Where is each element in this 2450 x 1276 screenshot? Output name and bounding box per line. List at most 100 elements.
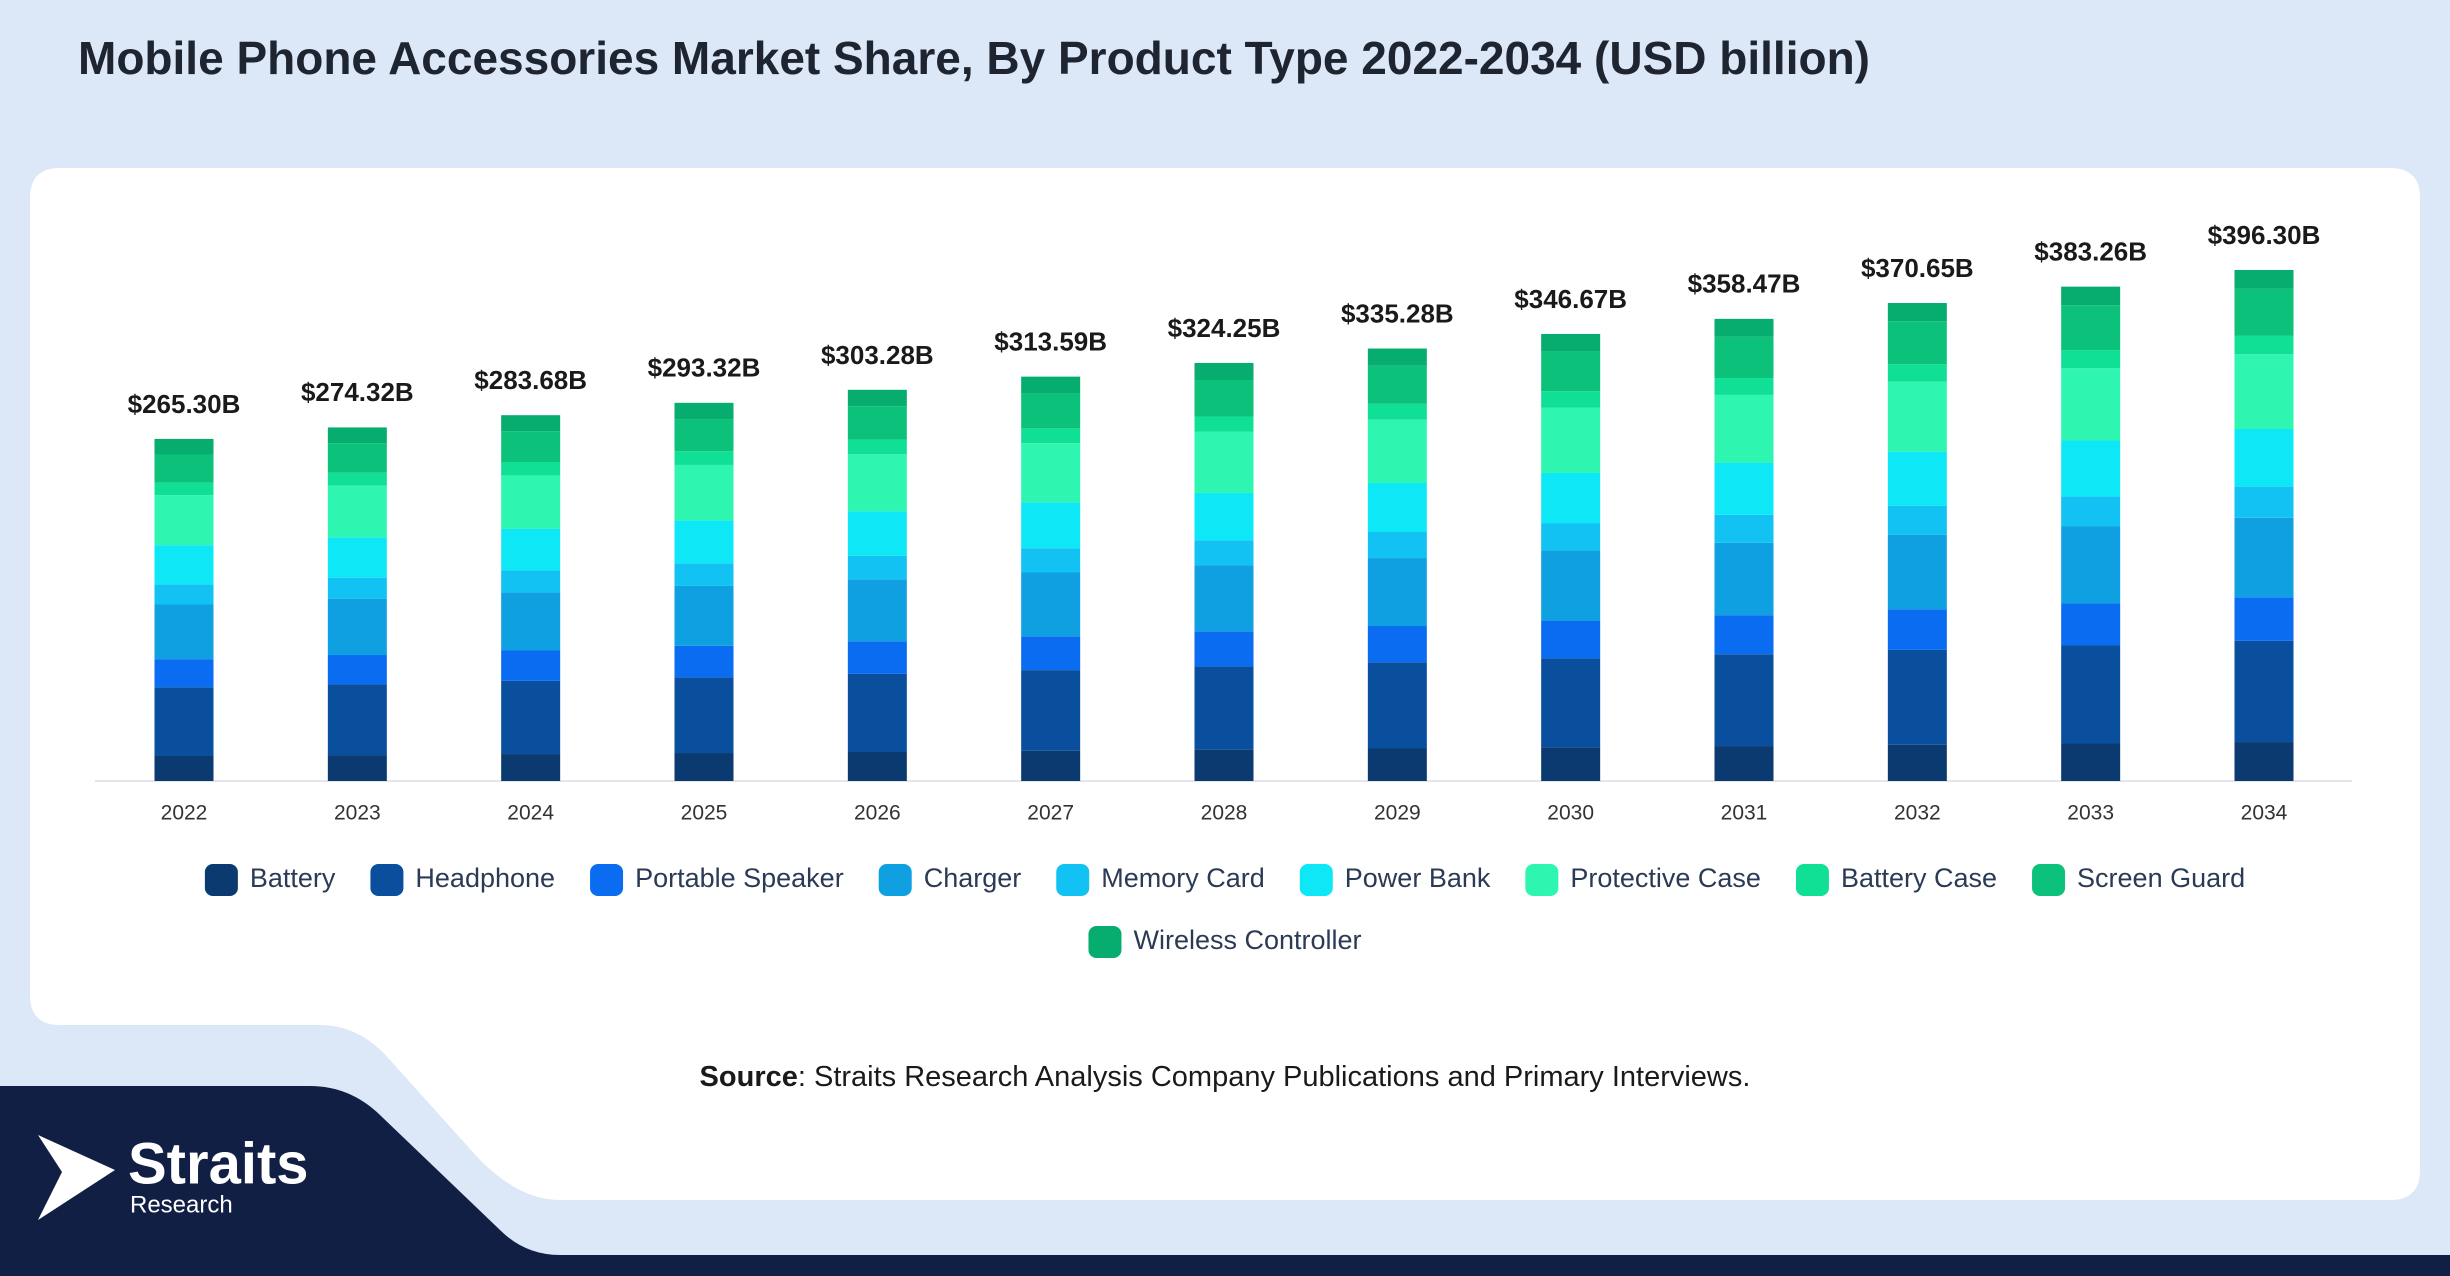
- bar-segment: [1367, 348, 1427, 366]
- bar-segment: [154, 687, 214, 756]
- total-label: $358.47B: [1688, 269, 1801, 299]
- bar-segment: [501, 754, 561, 781]
- bar-segment: [674, 677, 734, 754]
- bar-segment: [1021, 502, 1081, 549]
- bar-segment: [1367, 419, 1427, 484]
- legend-label: Power Bank: [1345, 863, 1491, 893]
- bar-segment: [1021, 548, 1081, 573]
- bar-segment: [847, 454, 907, 512]
- bar-segment: [154, 545, 214, 585]
- bar-segment: [501, 461, 561, 476]
- bar-segment: [1367, 558, 1427, 627]
- bar-segment: [501, 592, 561, 651]
- bar-segment: [1367, 748, 1427, 781]
- bar-segment: [327, 537, 387, 578]
- source-text: : Straits Research Analysis Company Publ…: [798, 1061, 1751, 1093]
- bar-segment: [2061, 645, 2121, 744]
- total-label: $313.59B: [994, 327, 1107, 357]
- bar-segment: [1367, 483, 1427, 533]
- bar-segment: [674, 464, 734, 521]
- bar-segment: [674, 520, 734, 564]
- bar-segment: [1887, 609, 1947, 650]
- bar-segment: [1541, 391, 1601, 408]
- bar-segment: [1887, 505, 1947, 535]
- bar-segment: [2234, 270, 2294, 289]
- bar-segment: [2234, 597, 2294, 641]
- bar-segment: [327, 598, 387, 656]
- bar-segment: [501, 475, 561, 529]
- bar-segment: [1541, 407, 1601, 473]
- bar-segment: [2234, 640, 2294, 743]
- bar-segment: [1714, 615, 1774, 655]
- bar-segment: [327, 443, 387, 473]
- legend-row: Wireless Controller: [1088, 925, 1362, 958]
- bar-segment: [1021, 636, 1081, 671]
- footer-band: [0, 1086, 2450, 1276]
- x-tick-label: 2030: [1547, 802, 1594, 825]
- x-tick-label: 2028: [1201, 802, 1248, 825]
- total-label: $396.30B: [2208, 220, 2321, 250]
- bar-segment: [1021, 428, 1081, 444]
- bar-segment: [501, 528, 561, 571]
- bar-segment: [2234, 288, 2294, 336]
- bar-segment: [847, 389, 907, 407]
- bar-segment: [1714, 394, 1774, 463]
- bar-segment: [847, 673, 907, 752]
- bar-segment: [1194, 565, 1254, 632]
- logo-name: Straits: [128, 1131, 309, 1196]
- bar-segment: [1887, 303, 1947, 322]
- total-label: $265.30B: [128, 389, 241, 419]
- logo-sub: Research: [130, 1191, 233, 1218]
- source-note: Source: Straits Research Analysis Compan…: [700, 1061, 1751, 1093]
- bar-segment: [154, 495, 214, 546]
- bar-segment: [2234, 486, 2294, 518]
- x-tick-label: 2024: [507, 802, 554, 825]
- total-label: $324.25B: [1168, 313, 1281, 343]
- bar-segment: [501, 415, 561, 432]
- bar-segment: [1541, 472, 1601, 524]
- bar-segment: [501, 680, 561, 755]
- x-tick-label: 2034: [2241, 802, 2288, 825]
- x-tick-label: 2023: [334, 802, 381, 825]
- legend-swatch: [1525, 864, 1559, 896]
- bar-segment: [1887, 451, 1947, 506]
- bar-segment: [1714, 542, 1774, 616]
- bar-segment: [327, 684, 387, 756]
- bar-segment: [674, 451, 734, 465]
- logo-icon: [38, 1135, 115, 1220]
- bar-segment: [1367, 626, 1427, 663]
- bar-segment: [1541, 550, 1601, 621]
- total-label: $303.28B: [821, 340, 934, 370]
- bar-segment: [154, 604, 214, 660]
- bar-segment: [2061, 526, 2121, 604]
- bar-segment: [1887, 744, 1947, 781]
- bar-segment: [674, 419, 734, 452]
- bar-segment: [2061, 440, 2121, 497]
- bar-segment: [1194, 666, 1254, 750]
- bar-segment: [1541, 523, 1601, 551]
- bar-segment: [674, 402, 734, 420]
- bar-segment: [1194, 431, 1254, 493]
- bar-segment: [2234, 354, 2294, 429]
- bar-segment: [154, 584, 214, 605]
- bar-segment: [2061, 496, 2121, 527]
- legend-swatch: [1088, 926, 1122, 958]
- bar-segment: [847, 751, 907, 781]
- x-tick-label: 2025: [681, 802, 728, 825]
- legend-swatch: [1795, 864, 1829, 896]
- bar-segment: [1021, 572, 1081, 637]
- legend-label: Battery: [250, 863, 336, 893]
- legend-label: Wireless Controller: [1133, 925, 1361, 955]
- bar-segment: [674, 585, 734, 646]
- bar-segment: [1887, 364, 1947, 382]
- bar-segment: [847, 579, 907, 642]
- total-label: $383.26B: [2034, 237, 2147, 267]
- bar-segment: [1367, 532, 1427, 559]
- bar-segment: [1021, 670, 1081, 751]
- bar-segment: [2234, 517, 2294, 598]
- bar-segment: [1194, 492, 1254, 541]
- total-label: $335.28B: [1341, 299, 1454, 329]
- bar-segment: [847, 555, 907, 580]
- legend-swatch: [1299, 864, 1333, 896]
